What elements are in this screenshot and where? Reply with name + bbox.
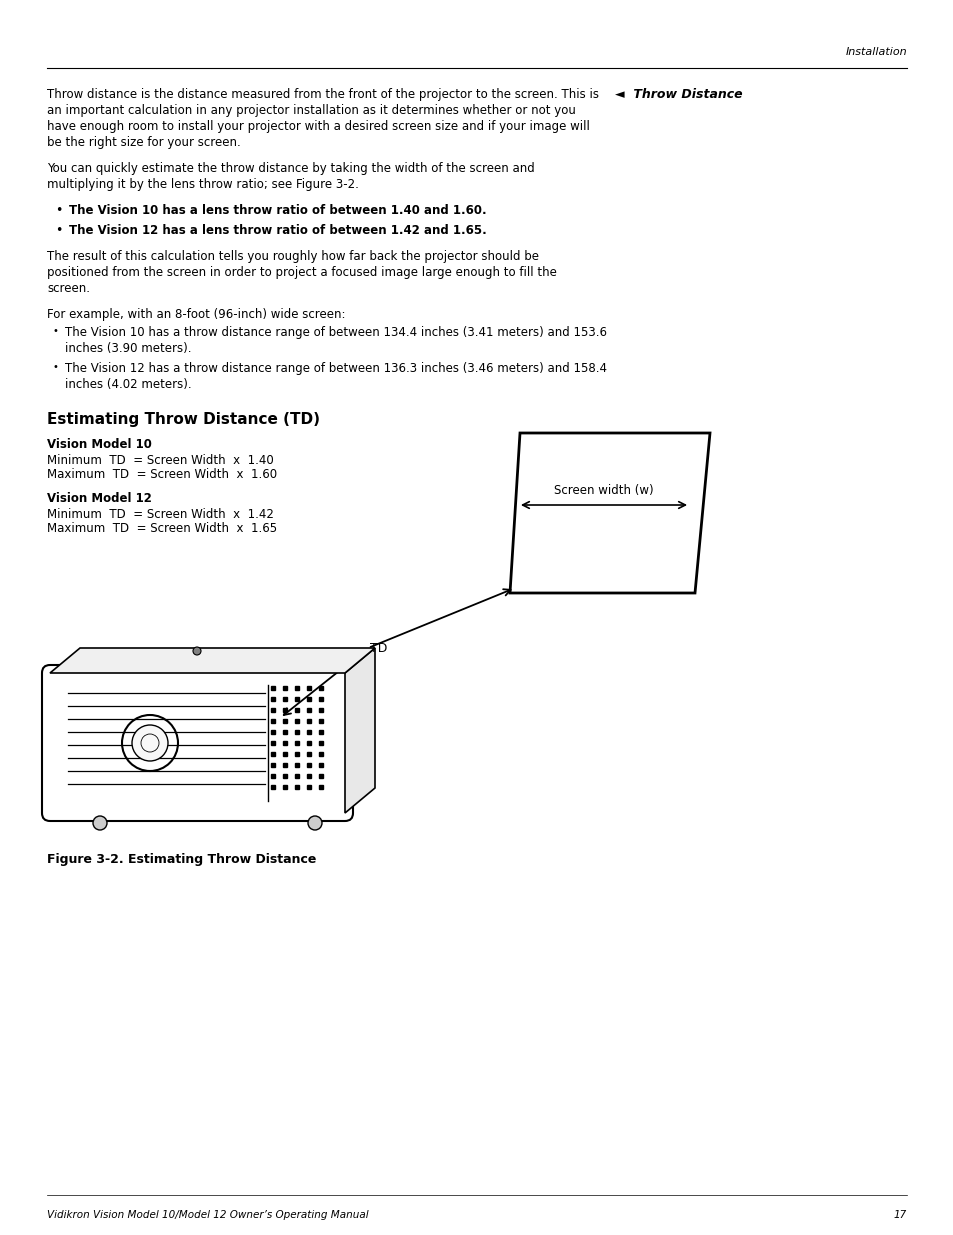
Text: Throw distance is the distance measured from the front of the projector to the s: Throw distance is the distance measured … — [47, 88, 598, 101]
Circle shape — [308, 816, 322, 830]
Polygon shape — [510, 433, 709, 593]
Text: Screen width (w): Screen width (w) — [554, 484, 653, 496]
Text: The Vision 12 has a lens throw ratio of between 1.42 and 1.65.: The Vision 12 has a lens throw ratio of … — [69, 224, 486, 237]
Text: Vision Model 12: Vision Model 12 — [47, 492, 152, 505]
Text: positioned from the screen in order to project a focused image large enough to f: positioned from the screen in order to p… — [47, 266, 557, 279]
Text: Estimating Throw Distance (TD): Estimating Throw Distance (TD) — [47, 412, 319, 427]
Text: inches (4.02 meters).: inches (4.02 meters). — [65, 378, 192, 391]
Text: Minimum  TD  = Screen Width  x  1.42: Minimum TD = Screen Width x 1.42 — [47, 508, 274, 521]
Text: The Vision 12 has a throw distance range of between 136.3 inches (3.46 meters) a: The Vision 12 has a throw distance range… — [65, 362, 606, 375]
Text: TD: TD — [370, 641, 387, 655]
Text: have enough room to install your projector with a desired screen size and if you: have enough room to install your project… — [47, 120, 589, 133]
Text: Installation: Installation — [844, 47, 906, 57]
Text: You can quickly estimate the throw distance by taking the width of the screen an: You can quickly estimate the throw dista… — [47, 162, 535, 175]
Text: The Vision 10 has a lens throw ratio of between 1.40 and 1.60.: The Vision 10 has a lens throw ratio of … — [69, 204, 486, 217]
Text: multiplying it by the lens throw ratio; see Figure 3-2.: multiplying it by the lens throw ratio; … — [47, 178, 358, 191]
Text: Minimum  TD  = Screen Width  x  1.40: Minimum TD = Screen Width x 1.40 — [47, 454, 274, 467]
Text: The Vision 10 has a throw distance range of between 134.4 inches (3.41 meters) a: The Vision 10 has a throw distance range… — [65, 326, 606, 338]
Text: be the right size for your screen.: be the right size for your screen. — [47, 136, 240, 149]
Text: Maximum  TD  = Screen Width  x  1.60: Maximum TD = Screen Width x 1.60 — [47, 468, 276, 480]
Text: The result of this calculation tells you roughly how far back the projector shou: The result of this calculation tells you… — [47, 249, 538, 263]
Text: screen.: screen. — [47, 282, 90, 295]
Circle shape — [193, 647, 201, 655]
Text: •: • — [55, 224, 62, 237]
FancyBboxPatch shape — [42, 664, 353, 821]
Text: For example, with an 8-foot (96-inch) wide screen:: For example, with an 8-foot (96-inch) wi… — [47, 308, 345, 321]
Text: Maximum  TD  = Screen Width  x  1.65: Maximum TD = Screen Width x 1.65 — [47, 522, 276, 535]
Text: ◄  Throw Distance: ◄ Throw Distance — [615, 88, 741, 101]
Circle shape — [132, 725, 168, 761]
Text: 17: 17 — [893, 1210, 906, 1220]
Text: Figure 3-2. Estimating Throw Distance: Figure 3-2. Estimating Throw Distance — [47, 853, 316, 866]
Text: Vidikron Vision Model 10/Model 12 Owner’s Operating Manual: Vidikron Vision Model 10/Model 12 Owner’… — [47, 1210, 368, 1220]
Polygon shape — [345, 648, 375, 813]
Text: inches (3.90 meters).: inches (3.90 meters). — [65, 342, 192, 354]
Text: Vision Model 10: Vision Model 10 — [47, 438, 152, 451]
Text: •: • — [52, 326, 58, 336]
Polygon shape — [50, 648, 375, 673]
Text: an important calculation in any projector installation as it determines whether : an important calculation in any projecto… — [47, 104, 576, 117]
Circle shape — [92, 816, 107, 830]
Text: •: • — [55, 204, 62, 217]
Text: •: • — [52, 362, 58, 372]
